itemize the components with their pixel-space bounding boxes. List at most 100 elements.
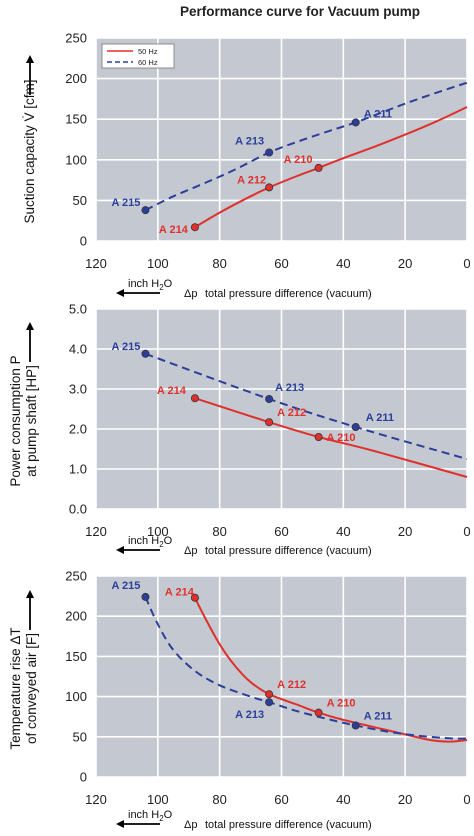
chart-panel-2: 120 100 80 60 40 20 0 0.0 1.0 2.0 3.0 4.0 5.0 A 214 A … <box>8 302 471 558</box>
y-tick-label: 50 <box>73 729 87 744</box>
operating-point <box>190 223 199 232</box>
operating-point <box>314 163 323 172</box>
point-label: A 212 <box>277 679 306 691</box>
x-tick-label: 60 <box>274 256 288 271</box>
y-axis-label-line: Suction capacity V̇ [cfm] <box>22 79 37 223</box>
point-label: A 213 <box>275 382 304 394</box>
operating-point <box>314 708 323 717</box>
operating-point <box>265 418 274 427</box>
point-label: A 210 <box>327 432 356 444</box>
y-tick-label: 2.0 <box>69 422 87 437</box>
y-tick-label: 200 <box>65 609 87 624</box>
x-tick-label: 40 <box>336 792 350 807</box>
x-unit-text-end: O <box>164 278 173 290</box>
x-tick-label: 120 <box>85 524 107 539</box>
operating-point <box>351 118 360 127</box>
y-tick-label: 250 <box>65 31 87 46</box>
y-tick-label: 0 <box>80 234 87 249</box>
x-tick-label: 80 <box>212 792 226 807</box>
series-line-60hz <box>144 596 468 740</box>
y-tick-label: 100 <box>65 689 87 704</box>
x-tick-label: 100 <box>147 256 169 271</box>
y-axis-label: Power consumption Pat pump shaft [HP] <box>8 355 39 486</box>
y-tick-label: 150 <box>65 649 87 664</box>
x-tick-label: 0 <box>463 256 470 271</box>
y-axis-label-line: Power consumption P <box>8 355 23 486</box>
x-unit-text-end: O <box>164 535 173 547</box>
point-label: A 212 <box>277 407 306 419</box>
legend-box <box>101 43 175 69</box>
operating-point <box>265 148 274 157</box>
x-tick-label: 20 <box>398 256 412 271</box>
y-tick-label: 3.0 <box>69 382 87 397</box>
x-tick-label: 0 <box>463 524 470 539</box>
x-unit-label: inch H2O <box>128 809 173 823</box>
x-unit-text: inch H <box>128 278 159 290</box>
series-line-60hz <box>145 352 468 460</box>
x-tick-label: 20 <box>398 524 412 539</box>
x-unit-text-end: O <box>164 809 173 821</box>
y-tick-label: 100 <box>65 152 87 167</box>
point-label: A 213 <box>235 135 264 147</box>
y-axis-label-line: of conveyed air [F] <box>24 633 39 744</box>
x-tick-label: 20 <box>398 792 412 807</box>
x-tick-label: 100 <box>147 524 169 539</box>
operating-point <box>190 394 199 403</box>
operating-point <box>265 698 274 707</box>
operating-point <box>265 690 274 699</box>
x-unit-label: inch H2O <box>128 278 173 292</box>
y-axis-label: Temperature rise ΔTof conveyed air [F] <box>8 627 39 749</box>
point-label: A 213 <box>235 709 264 721</box>
left-arrow-head-icon <box>116 820 124 828</box>
chart-title: Performance curve for Vacuum pump <box>179 4 421 19</box>
y-axis-label-line: Temperature rise ΔT <box>8 627 23 749</box>
point-label: A 215 <box>111 341 140 353</box>
x-axis-label: total pressure difference (vacuum) <box>205 819 372 831</box>
x-delta-symbol: Δp <box>184 545 197 557</box>
x-axis-label: total pressure difference (vacuum) <box>205 545 372 557</box>
operating-point <box>351 721 360 730</box>
y-tick-label: 200 <box>65 71 87 86</box>
y-tick-label: 50 <box>73 193 87 208</box>
point-label: A 214 <box>157 385 187 397</box>
operating-point <box>141 206 150 215</box>
x-unit-subscript: 2 <box>159 540 164 549</box>
legend-label-60hz: 60 Hz <box>138 58 158 67</box>
y-tick-label: 4.0 <box>69 342 87 357</box>
x-unit-subscript: 2 <box>159 283 164 292</box>
legend: 50 Hz 60 Hz <box>101 43 175 69</box>
x-tick-label: 120 <box>85 792 107 807</box>
y-tick-label: 5.0 <box>69 302 87 317</box>
operating-point <box>141 349 150 358</box>
point-label: A 215 <box>111 580 140 592</box>
up-arrow-head-icon <box>26 322 34 330</box>
x-delta-symbol: Δp <box>184 819 197 831</box>
x-tick-label: 60 <box>274 792 288 807</box>
operating-point <box>314 432 323 441</box>
operating-point <box>351 422 360 431</box>
up-arrow-head-icon <box>26 55 34 63</box>
x-tick-label: 80 <box>212 256 226 271</box>
y-tick-label: 0 <box>80 770 87 785</box>
x-tick-label: 0 <box>463 792 470 807</box>
point-label: A 212 <box>237 174 266 186</box>
x-unit-text: inch H <box>128 809 159 821</box>
legend-label-50hz: 50 Hz <box>138 47 158 56</box>
x-tick-label: 40 <box>336 256 350 271</box>
point-label: A 210 <box>284 154 313 166</box>
operating-point <box>190 593 199 602</box>
y-tick-label: 150 <box>65 112 87 127</box>
x-unit-label: inch H2O <box>128 535 173 549</box>
x-tick-label: 60 <box>274 524 288 539</box>
up-arrow-head-icon <box>26 590 34 598</box>
x-unit-subscript: 2 <box>159 814 164 823</box>
point-label: A 215 <box>111 197 140 209</box>
y-axis-label-line: at pump shaft [HP] <box>24 365 39 477</box>
point-label: A 214 <box>165 587 195 599</box>
x-unit-text: inch H <box>128 535 159 547</box>
point-label: A 211 <box>364 711 392 723</box>
x-axis-label: total pressure difference (vacuum) <box>205 288 372 300</box>
